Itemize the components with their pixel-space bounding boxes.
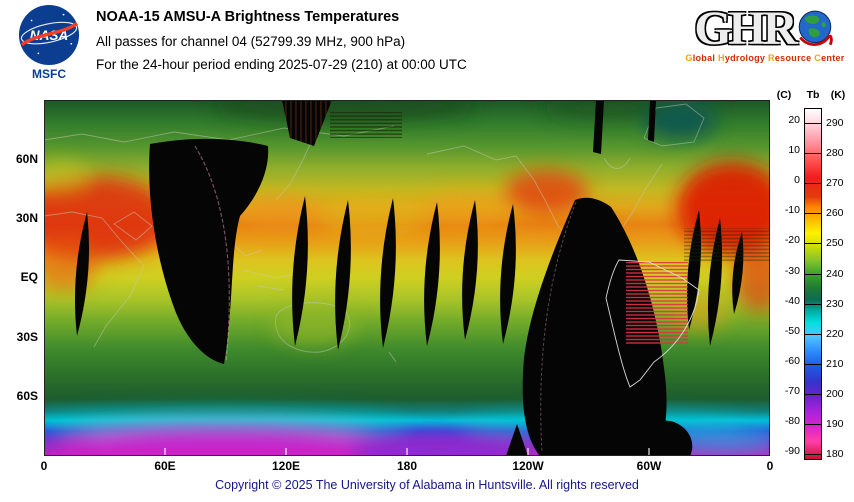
colorbar-tick: [805, 153, 821, 154]
globe-icon: [794, 8, 836, 50]
brightness-temperature-map: [44, 100, 770, 456]
kelvin-tick-label: 200: [826, 388, 844, 400]
ghrc-sub-part: C: [814, 53, 822, 63]
colorbar-tick: [805, 123, 821, 124]
colorbar-celsius-header: (C): [776, 89, 792, 101]
celsius-tick-label: 10: [788, 144, 800, 156]
colorbar-tick: [805, 274, 821, 275]
channel-subtitle: All passes for channel 04 (52799.39 MHz,…: [96, 34, 406, 49]
colorbar-tick: [805, 364, 821, 365]
title-block: NOAA-15 AMSU-A Brightness Temperatures A…: [96, 9, 467, 80]
colorbar-tb-header: Tb: [806, 89, 820, 101]
lat-label-30s: 30S: [16, 330, 38, 344]
colorbar-tick: [805, 183, 821, 184]
ghrc-logo: GHR Global Hydrology Resource Center: [680, 2, 850, 64]
kelvin-tick-label: 260: [826, 207, 844, 219]
lon-label-60w: 60W: [636, 459, 662, 473]
ghrc-sub-part: R: [768, 53, 775, 63]
kelvin-tick-label: 290: [826, 117, 844, 129]
kelvin-tick-label: 220: [826, 328, 844, 340]
ghrc-sub-part: enter: [821, 53, 845, 63]
lat-label-eq: EQ: [20, 270, 38, 284]
lon-label-0e: 0: [40, 459, 48, 473]
lat-label-60n: 60N: [15, 152, 38, 166]
lat-label-30n: 30N: [15, 211, 38, 225]
colorbar-gradient: [804, 108, 822, 460]
lon-label-60e: 60E: [154, 459, 176, 473]
celsius-tick-label: -20: [784, 234, 800, 246]
celsius-tick-label: 20: [788, 114, 800, 126]
lat-label-60s: 60S: [16, 389, 38, 403]
colorbar-kelvin-header: (K): [830, 89, 846, 101]
ghrc-sub-part: G: [685, 53, 693, 63]
colorbar-tick: [805, 243, 821, 244]
colorbar-tick: [805, 213, 821, 214]
period-subtitle: For the 24-hour period ending 2025-07-29…: [96, 57, 467, 72]
msfc-label: MSFC: [32, 67, 66, 81]
ghrc-acronym: GHR: [694, 2, 797, 55]
kelvin-tick-label: 240: [826, 268, 844, 280]
colorbar-tick: [805, 394, 821, 395]
celsius-tick-label: -40: [784, 295, 800, 307]
ghrc-sub-part: lobal: [692, 53, 719, 63]
kelvin-tick-label: 180: [826, 448, 844, 460]
celsius-tick-label: -60: [784, 355, 800, 367]
celsius-tick-label: -10: [784, 204, 800, 216]
kelvin-tick-label: 210: [826, 358, 844, 370]
kelvin-tick-label: 280: [826, 147, 844, 159]
colorbar-tick: [805, 304, 821, 305]
lon-label-120e: 120E: [271, 459, 301, 473]
lon-label-120w: 120W: [512, 459, 544, 473]
ghrc-subtitle: Global Hydrology Resource Center: [680, 53, 850, 63]
colorbar-tick: [805, 334, 821, 335]
ghrc-sub-part: H: [718, 53, 725, 63]
colorbar-tick: [805, 454, 821, 455]
colorbar-tick: [805, 424, 821, 425]
celsius-tick-label: -50: [784, 325, 800, 337]
ghrc-sub-part: esource: [774, 53, 815, 63]
kelvin-tick-label: 270: [826, 177, 844, 189]
celsius-tick-label: -70: [784, 385, 800, 397]
kelvin-tick-label: 250: [826, 237, 844, 249]
lon-label-0w: 0: [766, 459, 774, 473]
page-title: NOAA-15 AMSU-A Brightness Temperatures: [96, 9, 400, 25]
celsius-tick-label: -80: [784, 415, 800, 427]
ghrc-sub-part: ydrology: [724, 53, 769, 63]
celsius-tick-label: -90: [784, 445, 800, 457]
kelvin-tick-label: 190: [826, 418, 844, 430]
celsius-tick-label: 0: [794, 174, 800, 186]
nasa-logo: NASA MSFC: [12, 4, 86, 81]
celsius-tick-label: -30: [784, 265, 800, 277]
copyright-notice: Copyright © 2025 The University of Alaba…: [215, 478, 639, 492]
kelvin-tick-label: 230: [826, 298, 844, 310]
nasa-meatball-icon: NASA: [18, 4, 80, 66]
lon-label-180: 180: [396, 459, 418, 473]
